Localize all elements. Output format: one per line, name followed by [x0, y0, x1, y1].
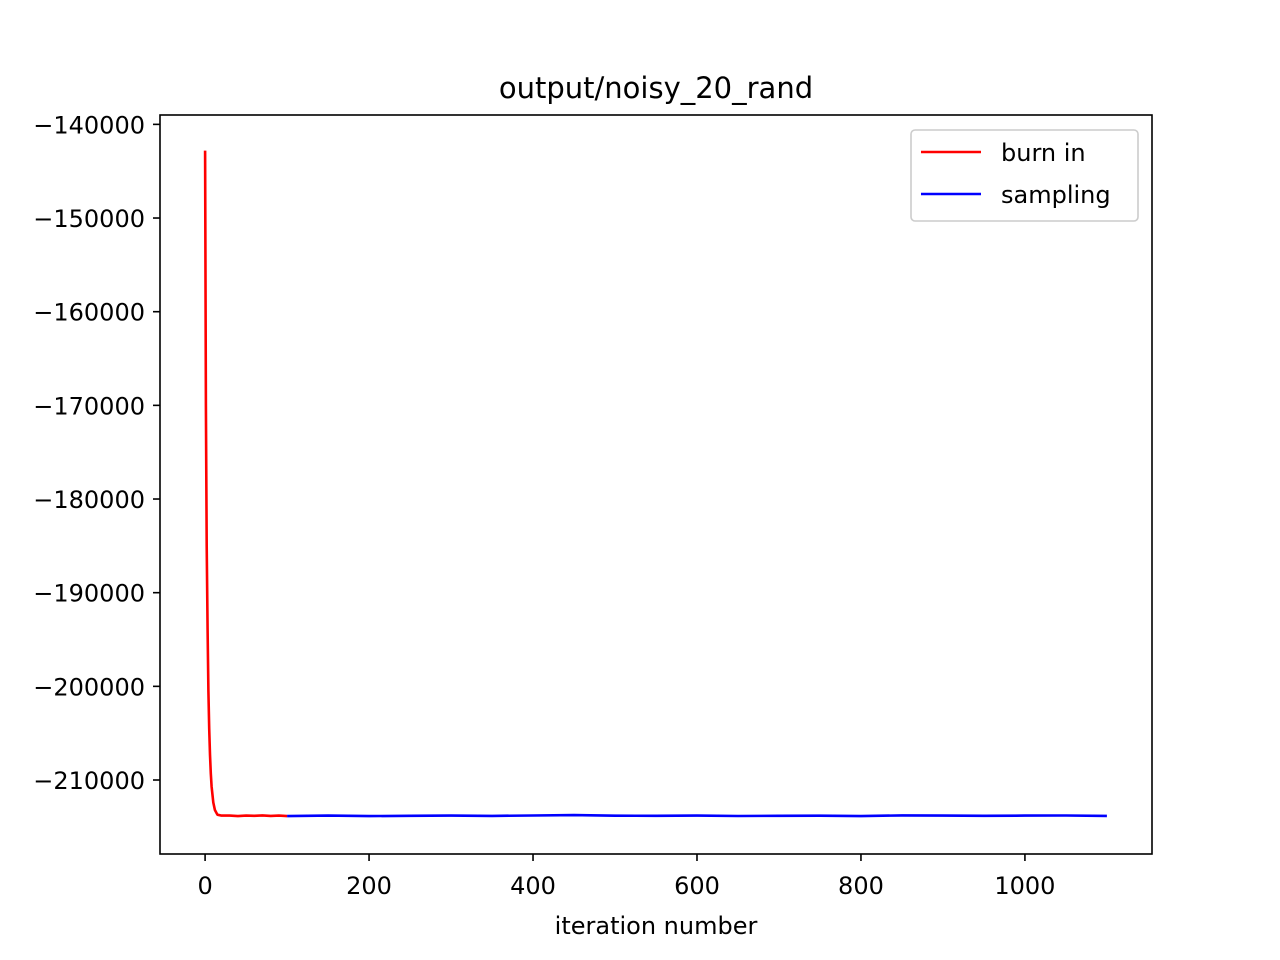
x-tick-label: 0 [197, 872, 212, 900]
x-tick-label: 400 [510, 872, 556, 900]
legend-label: sampling [1001, 181, 1111, 209]
x-tick-label: 200 [346, 872, 392, 900]
chart-title: output/noisy_20_rand [499, 71, 813, 105]
y-tick-label: −160000 [33, 299, 145, 327]
x-tick-label: 1000 [994, 872, 1055, 900]
y-tick-label: −170000 [33, 392, 145, 420]
y-tick-label: −200000 [33, 673, 145, 701]
y-tick-label: −180000 [33, 486, 145, 514]
x-axis-label: iteration number [555, 912, 758, 940]
x-tick-label: 800 [838, 872, 884, 900]
series-line-burn-in [203, 150, 288, 818]
series-line-sampling [287, 813, 1107, 818]
y-tick-label: −190000 [33, 580, 145, 608]
legend: burn in sampling [910, 129, 1139, 222]
plot-frame [159, 114, 1153, 855]
y-tick-label: −210000 [33, 767, 145, 795]
x-tick-label: 600 [674, 872, 720, 900]
legend-label: burn in [1001, 139, 1086, 167]
y-tick-label: −150000 [33, 205, 145, 233]
y-tick-label: −140000 [33, 111, 145, 139]
